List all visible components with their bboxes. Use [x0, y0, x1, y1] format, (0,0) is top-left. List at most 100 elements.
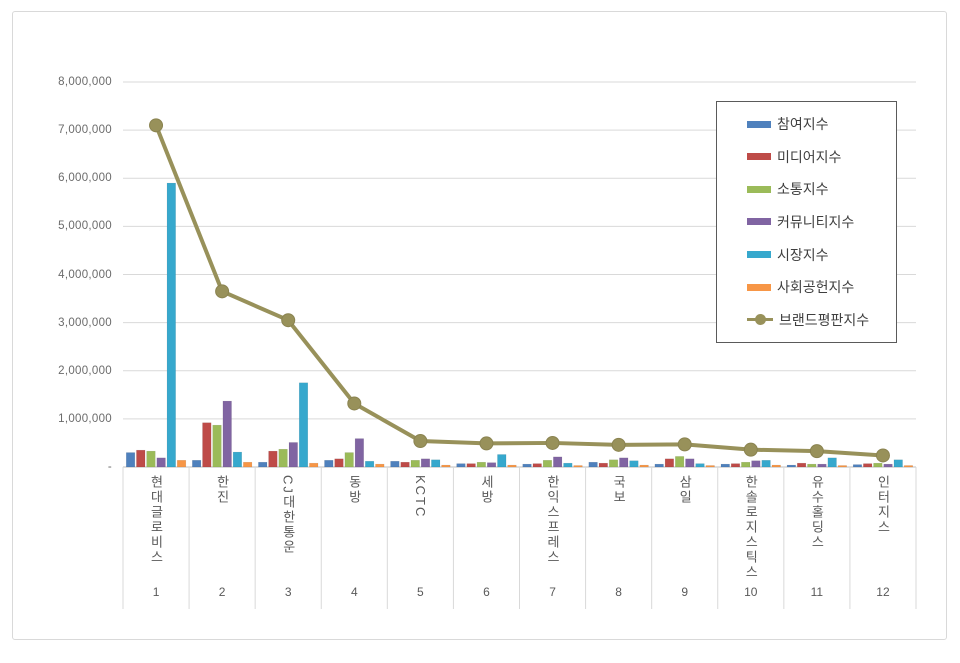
bar-community-index — [553, 456, 563, 468]
marker-brand-reputation-index — [347, 396, 362, 411]
bar-media-index — [400, 461, 410, 468]
bar-community-index — [487, 462, 497, 468]
legend-label: 시장지수 — [777, 246, 829, 263]
bar-media-index — [598, 462, 608, 468]
bar-communication-index — [410, 460, 420, 468]
y-tick-label: 7,000,000 — [58, 124, 112, 137]
bar-social-contribution-index — [375, 463, 385, 468]
category-rank: 5 — [417, 585, 424, 599]
bar-community-index — [619, 457, 629, 468]
bar-communication-index — [146, 450, 156, 468]
bar-media-index — [268, 450, 278, 468]
category-cell: KCTC 5 — [387, 467, 453, 609]
bar-communication-index — [278, 448, 288, 468]
bar-social-contribution-index — [243, 461, 253, 468]
category-rank: 10 — [744, 585, 758, 599]
bar-market-index — [166, 182, 176, 468]
category-cell: 인터지스 12 — [850, 467, 916, 609]
marker-brand-reputation-index — [215, 284, 230, 299]
bar-social-contribution-index — [573, 465, 583, 468]
bar-community-index — [288, 442, 298, 468]
legend-label: 참여지수 — [777, 116, 829, 133]
category-rank: 4 — [350, 585, 358, 599]
category-rank: 11 — [810, 585, 824, 599]
legend-label: 브랜드평판지수 — [779, 311, 870, 328]
bar-community-index — [685, 458, 695, 468]
legend-label: 사회공헌지수 — [777, 279, 855, 296]
legend-item-communication-index: 소통지수 — [747, 179, 896, 199]
bar-market-index — [298, 382, 309, 468]
bar-media-index — [730, 463, 741, 468]
category-label: 동방 — [346, 475, 362, 505]
y-tick-label: 2,000,000 — [58, 364, 112, 377]
legend-item-media-index: 미디어지수 — [747, 147, 896, 167]
bar-market-index — [497, 454, 507, 468]
category-rank: 7 — [549, 585, 556, 599]
category-rank: 12 — [876, 585, 890, 599]
bar-market-index — [563, 462, 573, 468]
bar-market-index — [761, 460, 771, 468]
category-label: 국보 — [611, 475, 627, 505]
category-label: 세방 — [478, 475, 494, 505]
bar-communication-index — [873, 462, 883, 468]
bar-media-index — [863, 463, 873, 468]
category-cell: 유수홀딩스 11 — [784, 467, 850, 609]
bar-participation-index — [720, 463, 730, 468]
category-rank: 3 — [284, 585, 292, 599]
bar-communication-index — [675, 456, 685, 468]
marker-brand-reputation-index — [413, 434, 428, 449]
legend-line-marker-icon — [747, 314, 773, 326]
bar-participation-index — [654, 463, 664, 468]
category-cell: 한진 2 — [189, 467, 255, 609]
category-cell: 동방 4 — [321, 467, 387, 609]
bar-participation-index — [324, 460, 334, 468]
legend-color-swatch-icon — [747, 218, 771, 226]
marker-brand-reputation-index — [875, 448, 890, 463]
legend-label: 커뮤니티지수 — [777, 213, 855, 230]
category-label: 유수홀딩스 — [809, 475, 825, 550]
category-label: KCTC — [412, 475, 428, 519]
legend-item-social-contribution-index: 사회공헌지수 — [747, 277, 896, 297]
bar-media-index — [466, 463, 476, 468]
bar-participation-index — [588, 461, 598, 468]
legend-color-swatch-icon — [747, 120, 771, 128]
bar-media-index — [532, 463, 542, 468]
category-cell: 세방 6 — [453, 467, 519, 609]
y-tick-label: 4,000,000 — [58, 268, 112, 281]
bar-social-contribution-index — [309, 462, 319, 468]
category-label: 인터지스 — [875, 475, 891, 535]
bar-media-index — [334, 458, 344, 468]
bar-market-index — [431, 459, 441, 468]
category-cell: 한솔로지스틱스 10 — [718, 467, 784, 609]
bar-participation-index — [258, 461, 268, 468]
marker-brand-reputation-index — [479, 436, 494, 451]
bar-market-index — [893, 459, 903, 468]
bar-participation-index — [456, 463, 466, 468]
category-cell: 현대글로비스 1 — [123, 467, 189, 609]
y-tick-label: - — [107, 461, 112, 473]
category-label: 한진 — [214, 475, 230, 505]
bar-market-index — [629, 460, 639, 468]
bar-communication-index — [212, 424, 222, 468]
y-tick-label: 1,000,000 — [58, 412, 112, 425]
marker-brand-reputation-index — [611, 437, 626, 452]
bar-social-contribution-index — [176, 460, 187, 468]
bar-media-index — [664, 458, 674, 468]
legend-label: 미디어지수 — [777, 148, 842, 165]
bar-community-index — [883, 463, 893, 468]
bar-community-index — [751, 460, 761, 468]
bar-communication-index — [608, 459, 619, 468]
legend-color-swatch-icon — [747, 185, 771, 193]
bar-community-index — [156, 457, 166, 468]
category-label: CJ대한통운 — [280, 475, 296, 555]
legend-item-market-index: 시장지수 — [747, 245, 896, 265]
bar-media-index — [136, 449, 146, 468]
category-label: 한솔로지스틱스 — [743, 475, 759, 580]
category-rank: 1 — [152, 585, 160, 599]
bar-community-index — [817, 463, 827, 468]
line-brand-reputation-index — [154, 124, 884, 458]
bar-communication-index — [344, 452, 354, 468]
bar-social-contribution-index — [507, 464, 517, 468]
bar-social-contribution-index — [837, 465, 847, 468]
